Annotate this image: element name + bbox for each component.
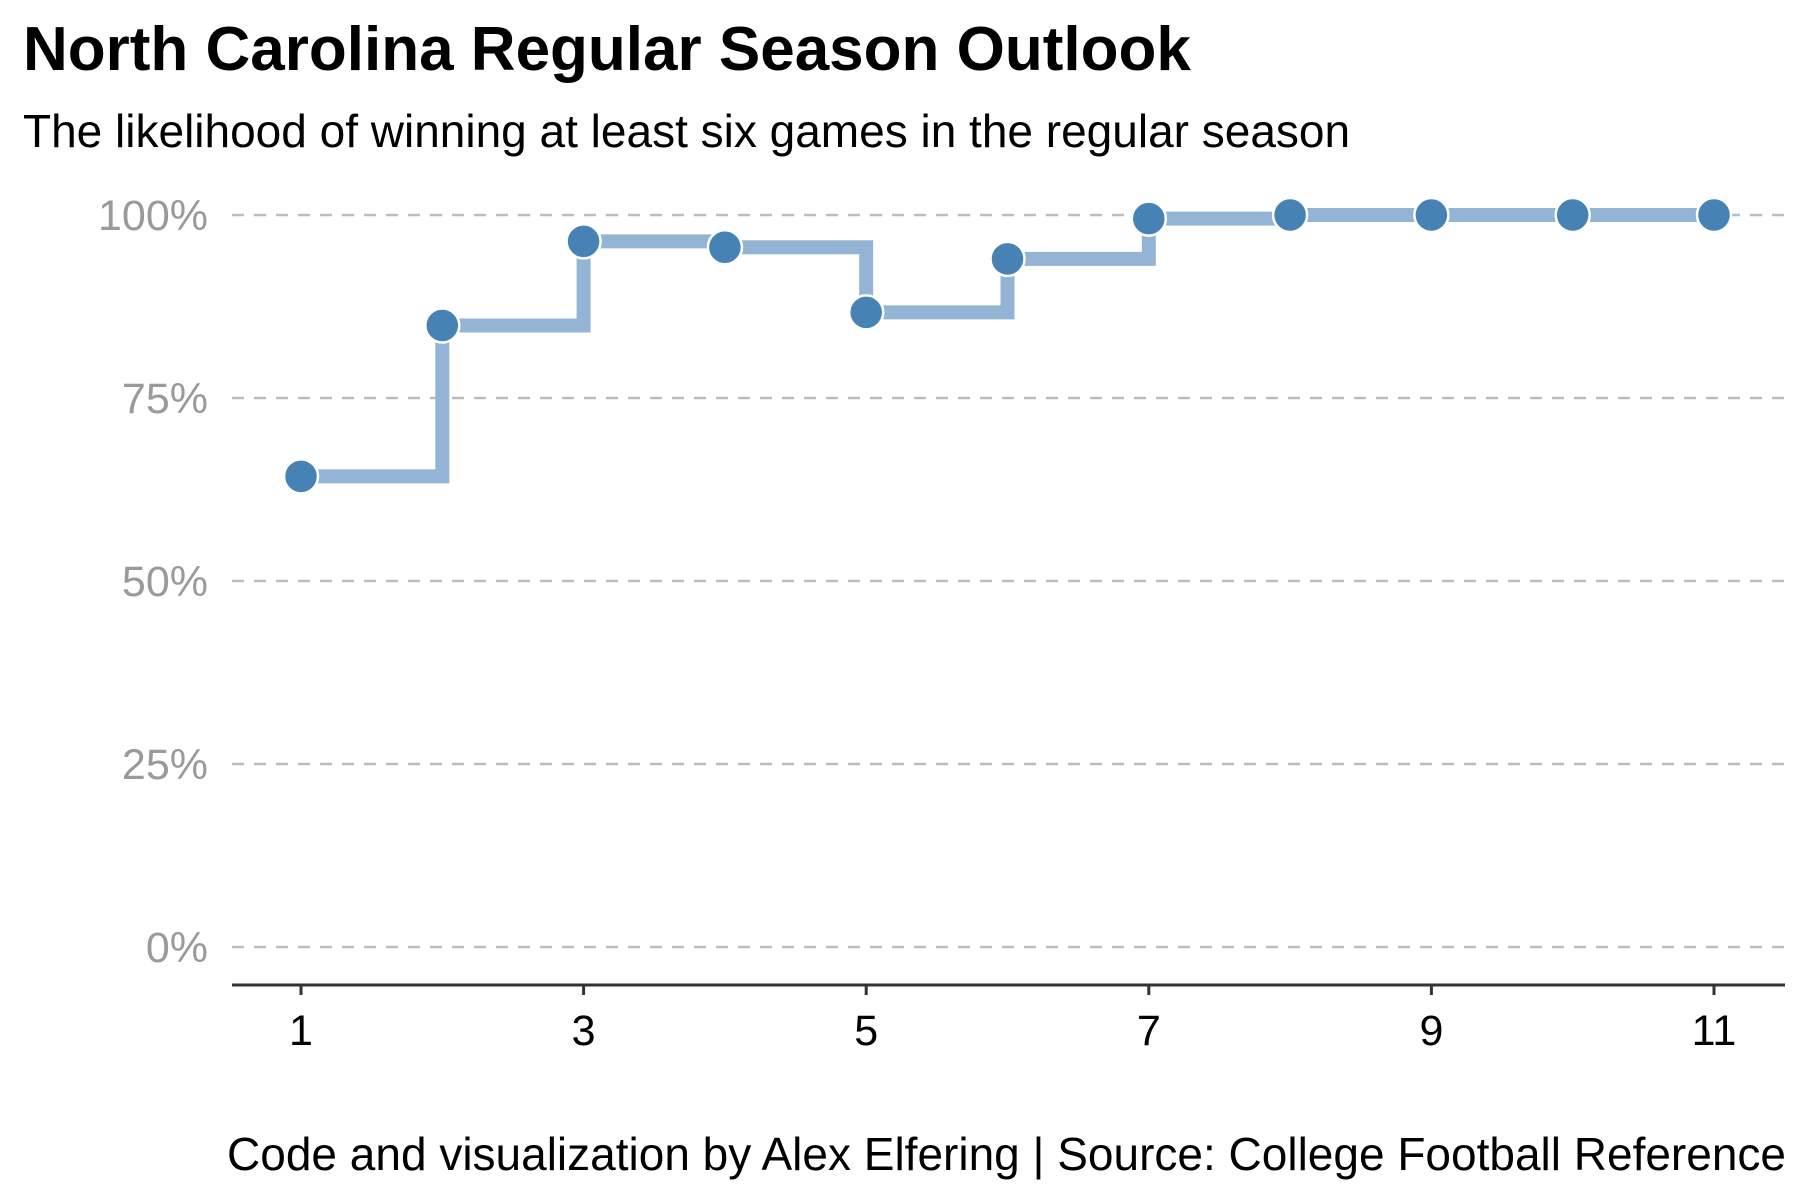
- step-line-path: [301, 208, 1714, 484]
- data-points: [282, 196, 1733, 495]
- y-tick-label-75: 75%: [122, 375, 208, 423]
- x-tick-label-1: 1: [289, 1007, 313, 1055]
- x-axis: [232, 983, 1785, 995]
- chart-subtitle: The likelihood of winning at least six g…: [23, 105, 1351, 157]
- y-tick-label-100: 100%: [98, 192, 208, 240]
- gridlines: [232, 213, 1785, 949]
- y-tick-label-50: 50%: [122, 558, 208, 606]
- y-tick-label-0: 0%: [146, 924, 208, 972]
- x-tick-label-11: 11: [1692, 1007, 1737, 1055]
- data-point-8: [1271, 196, 1309, 234]
- x-tick-label-7: 7: [1137, 1007, 1161, 1055]
- chart-caption: Code and visualization by Alex Elfering …: [227, 1128, 1786, 1180]
- data-point-7: [1130, 200, 1168, 237]
- x-tick-label-5: 5: [854, 1007, 878, 1055]
- data-point-11: [1695, 196, 1733, 234]
- x-tick-label-3: 3: [572, 1007, 596, 1055]
- x-axis-tick-labels: 1 3 5 7 9 11: [289, 1007, 1736, 1055]
- data-point-4: [706, 228, 744, 266]
- data-point-3: [565, 223, 602, 260]
- y-tick-label-25: 25%: [122, 741, 208, 789]
- data-point-9: [1413, 196, 1450, 234]
- data-point-2: [424, 307, 461, 344]
- chart-title: North Carolina Regular Season Outlook: [23, 15, 1191, 84]
- data-point-5: [847, 294, 885, 331]
- y-axis-tick-labels: 0% 25% 50% 75% 100%: [98, 192, 208, 972]
- x-tick-label-9: 9: [1419, 1007, 1443, 1055]
- step-line: [301, 208, 1714, 484]
- data-point-10: [1554, 196, 1591, 234]
- data-point-1: [282, 458, 320, 495]
- data-point-6: [989, 240, 1026, 278]
